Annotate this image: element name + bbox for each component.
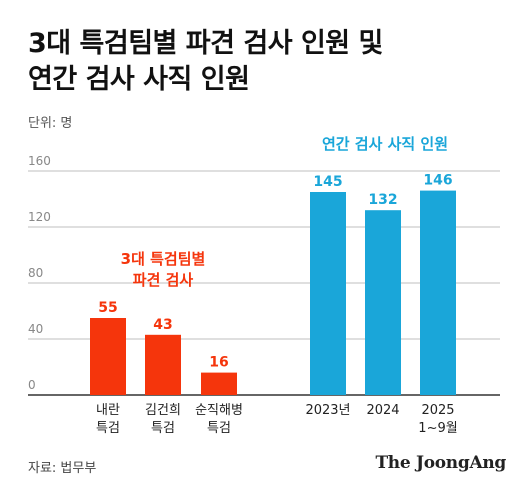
special-counsel-value-label: 16 — [209, 355, 228, 371]
special-counsel-category-label: 내란 — [96, 403, 120, 418]
special-counsel-category-label: 순직해병 — [195, 403, 243, 418]
special-counsel-category-label: 특검 — [207, 421, 231, 436]
unit-label: 단위: 명 — [28, 116, 73, 131]
y-tick-label: 0 — [28, 378, 36, 392]
publisher-logo: The JoongAng — [375, 453, 506, 473]
annual-resignation-value-label: 146 — [423, 173, 452, 189]
special-counsel-category-label: 특검 — [151, 421, 175, 436]
special-counsel-category-label: 김건희 — [145, 403, 181, 418]
annual-resignation-category-label: 2024 — [366, 403, 399, 418]
annual-resignation-category-label: 2023년 — [305, 403, 350, 418]
y-tick-label: 160 — [28, 154, 51, 168]
annual-resignation-category-label: 1~9월 — [418, 421, 457, 436]
special-counsel-bar — [145, 334, 181, 395]
y-tick-label: 40 — [28, 322, 43, 336]
annual-resignation-bar — [365, 210, 401, 395]
source-label: 자료: 법무부 — [28, 461, 97, 476]
y-tick-label: 120 — [28, 210, 51, 224]
annual-resignation-bar — [420, 190, 456, 395]
y-tick-label: 80 — [28, 266, 43, 280]
chart-title-line-2: 연간 검사 사직 인원 — [28, 64, 250, 95]
special-counsel-value-label: 55 — [98, 300, 117, 316]
special-counsel-category-label: 특검 — [96, 421, 120, 436]
special-counsel-title: 3대 특검팀별 — [121, 250, 206, 268]
special-counsel-bar — [90, 318, 126, 395]
annual-resignation-category-label: 2025 — [421, 403, 454, 418]
annual-resignation-value-label: 145 — [313, 174, 342, 190]
annual-resignation-title: 연간 검사 사직 인원 — [322, 135, 448, 153]
annual-resignation-value-label: 132 — [368, 192, 397, 208]
special-counsel-bar — [201, 372, 237, 395]
chart-title-line-1: 3대 특검팀별 파견 검사 인원 및 — [28, 28, 383, 59]
chart-title: 3대 특검팀별 파견 검사 인원 및 연간 검사 사직 인원 — [28, 26, 383, 98]
annual-resignation-bar — [310, 192, 346, 395]
special-counsel-value-label: 43 — [153, 317, 172, 333]
special-counsel-title: 파견 검사 — [133, 271, 194, 289]
